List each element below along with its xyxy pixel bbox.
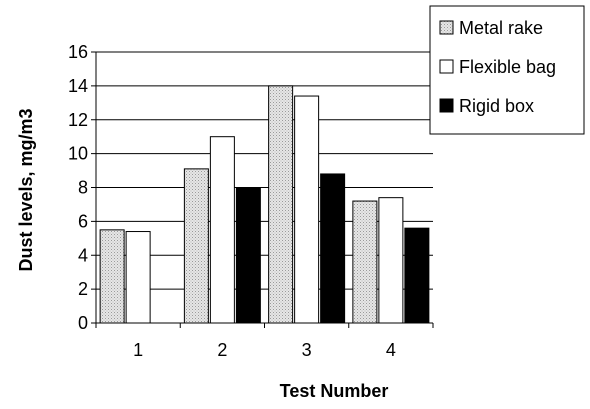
bar-flexible-bag — [378, 197, 404, 324]
y-tick-label: 8 — [78, 178, 88, 198]
y-tick-label: 14 — [68, 76, 88, 96]
bar-rigid-box — [235, 187, 261, 324]
x-tick-labels: 1 2 3 4 — [133, 340, 396, 360]
gridlines — [96, 51, 433, 290]
x-tick-label: 3 — [302, 340, 312, 360]
bar-flexible-bag — [294, 95, 320, 324]
x-tick-label: 2 — [217, 340, 227, 360]
bar-metal-rake — [268, 85, 294, 324]
bar-flexible-bag — [209, 136, 235, 324]
x-axis-title: Test Number — [280, 381, 389, 401]
legend-label: Metal rake — [459, 18, 543, 38]
legend-label: Rigid box — [459, 96, 534, 116]
x-tick-label: 4 — [386, 340, 396, 360]
legend: Metal rake Flexible bag Rigid box — [429, 5, 585, 135]
bar-metal-rake — [183, 168, 209, 324]
y-tick-label: 2 — [78, 279, 88, 299]
bar-flexible-bag — [125, 231, 151, 324]
legend-box — [429, 5, 585, 135]
legend-swatch — [439, 20, 454, 35]
bar-rigid-box — [404, 227, 430, 324]
y-tick-label: 4 — [78, 245, 88, 265]
bar-rigid-box — [320, 173, 346, 324]
legend-swatch — [439, 59, 454, 74]
axes — [91, 51, 434, 328]
y-tick-labels: 0 2 4 6 8 10 12 14 16 — [68, 42, 88, 333]
y-tick-label: 0 — [78, 313, 88, 333]
y-tick-label: 16 — [68, 42, 88, 62]
y-tick-label: 12 — [68, 110, 88, 130]
bar-metal-rake — [99, 229, 125, 324]
legend-swatch — [439, 98, 454, 113]
bar-metal-rake — [352, 200, 378, 324]
bars-layer — [99, 85, 430, 324]
x-tick-label: 1 — [133, 340, 143, 360]
y-tick-label: 6 — [78, 211, 88, 231]
y-tick-label: 10 — [68, 144, 88, 164]
y-axis-title: Dust levels, mg/m3 — [16, 108, 36, 271]
legend-label: Flexible bag — [459, 57, 556, 77]
